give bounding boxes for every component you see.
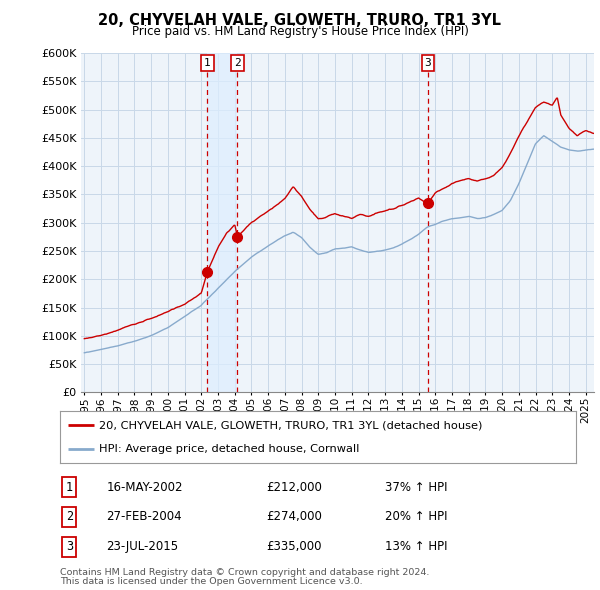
Text: 16-MAY-2002: 16-MAY-2002 [106,480,183,493]
Text: This data is licensed under the Open Government Licence v3.0.: This data is licensed under the Open Gov… [60,576,362,586]
Text: 13% ↑ HPI: 13% ↑ HPI [385,540,448,553]
Text: £274,000: £274,000 [266,510,322,523]
Text: £212,000: £212,000 [266,480,322,493]
Text: 20, CHYVELAH VALE, GLOWETH, TRURO, TR1 3YL: 20, CHYVELAH VALE, GLOWETH, TRURO, TR1 3… [98,13,502,28]
Text: 20, CHYVELAH VALE, GLOWETH, TRURO, TR1 3YL (detached house): 20, CHYVELAH VALE, GLOWETH, TRURO, TR1 3… [98,420,482,430]
Text: 23-JUL-2015: 23-JUL-2015 [106,540,179,553]
Text: HPI: Average price, detached house, Cornwall: HPI: Average price, detached house, Corn… [98,444,359,454]
Text: 20% ↑ HPI: 20% ↑ HPI [385,510,448,523]
Text: 37% ↑ HPI: 37% ↑ HPI [385,480,448,493]
Text: 2: 2 [234,58,241,68]
Text: 2: 2 [66,510,73,523]
Text: 1: 1 [204,58,211,68]
Text: 3: 3 [66,540,73,553]
Text: 27-FEB-2004: 27-FEB-2004 [106,510,182,523]
Text: Price paid vs. HM Land Registry's House Price Index (HPI): Price paid vs. HM Land Registry's House … [131,25,469,38]
Text: 3: 3 [425,58,431,68]
Text: Contains HM Land Registry data © Crown copyright and database right 2024.: Contains HM Land Registry data © Crown c… [60,568,430,577]
Text: 1: 1 [66,480,73,493]
Bar [208,53,238,392]
Text: £335,000: £335,000 [266,540,322,553]
